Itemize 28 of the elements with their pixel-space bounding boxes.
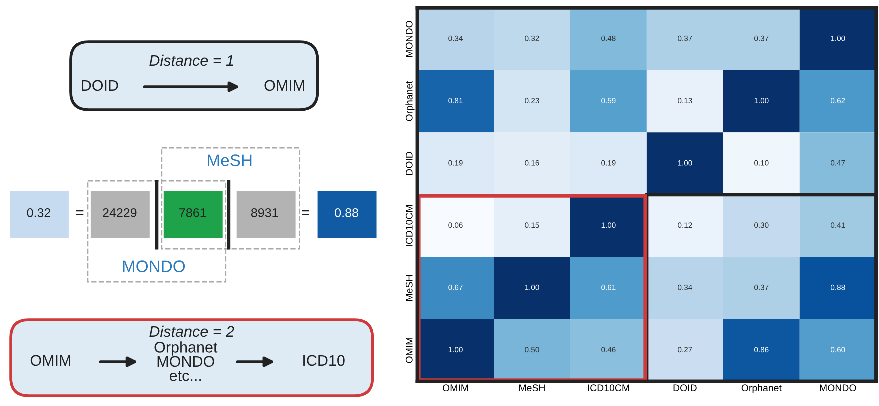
text: OMIM	[30, 355, 71, 366]
x-tick-label: ICD10CM	[588, 384, 630, 392]
text: MeSH	[208, 154, 252, 166]
y-tick-label: DOID	[406, 152, 413, 176]
y-tick-label: ICD10CM	[406, 205, 413, 246]
x-tick-label: Orphanet	[742, 384, 782, 394]
y-tick-label: OMIM	[406, 338, 413, 364]
x-tick-label: MeSH	[520, 384, 545, 392]
text: Distance = 2	[150, 326, 234, 338]
text: Distance = 1	[150, 54, 234, 66]
text: DOID	[82, 80, 118, 92]
text: 24229	[103, 208, 137, 218]
text: =	[302, 210, 310, 216]
text: =	[76, 210, 84, 216]
text: ICD10	[304, 355, 345, 366]
text: 0.32	[27, 208, 51, 218]
y-tick-label: Orphanet	[406, 81, 415, 122]
text: OMIM	[264, 80, 304, 92]
text: MONDO	[123, 260, 186, 272]
text: Orphanet MONDO etc...	[154, 342, 218, 382]
x-tick-label: DOID	[674, 384, 697, 392]
y-tick-label: MONDO	[406, 21, 413, 58]
x-tick-label: OMIM	[442, 384, 468, 392]
text: 0.88	[335, 208, 358, 218]
text: 8931	[251, 208, 278, 218]
x-tick-label: MONDO	[820, 384, 856, 392]
text: 7861	[180, 208, 206, 218]
y-tick-label: MeSH	[406, 276, 413, 301]
